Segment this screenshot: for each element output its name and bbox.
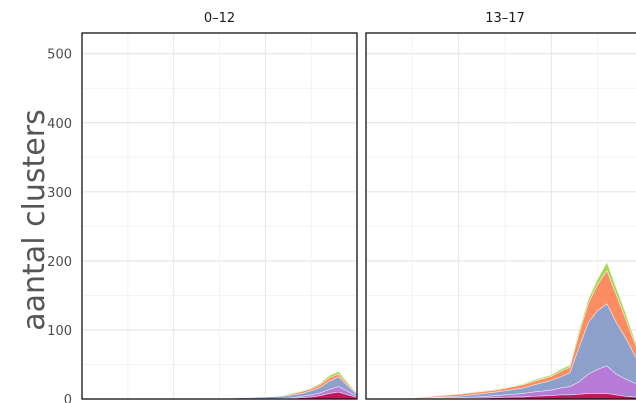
facet-panel: 0–12	[81, 11, 358, 400]
y-tick-label: 0	[64, 393, 72, 403]
panel-border	[81, 32, 358, 400]
facet-label: 0–12	[204, 11, 235, 26]
facet-panels: 0–12 13–17	[81, 11, 636, 400]
y-axis-ticks: 0 100 200 300 400 500	[47, 48, 72, 403]
y-tick-label: 300	[47, 186, 72, 201]
facet-label: 13–17	[485, 11, 525, 26]
area-series-5	[365, 261, 636, 400]
facet-panel: 13–17	[365, 11, 636, 400]
y-tick-label: 400	[47, 117, 72, 132]
y-tick-label: 100	[47, 324, 72, 339]
panel-border	[365, 32, 636, 400]
y-tick-label: 500	[47, 48, 72, 63]
y-axis-title: aantal clusters	[17, 109, 52, 330]
y-tick-label: 200	[47, 255, 72, 270]
